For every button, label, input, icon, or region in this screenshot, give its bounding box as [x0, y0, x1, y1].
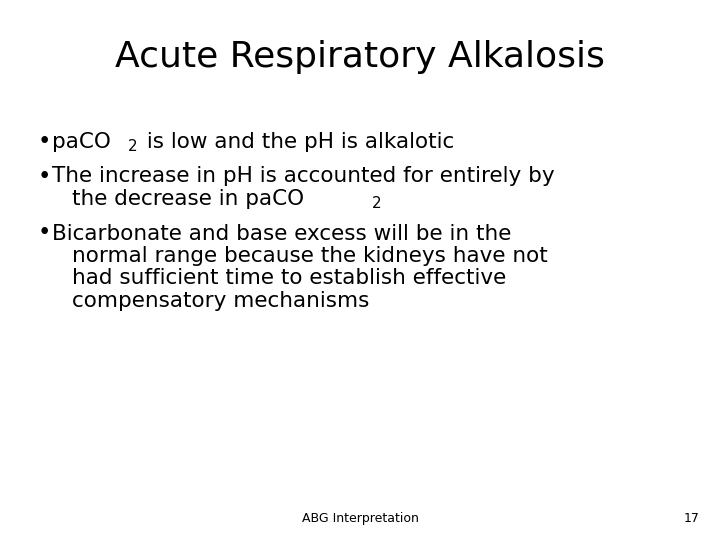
Text: normal range because the kidneys have not: normal range because the kidneys have no… — [72, 246, 548, 266]
Text: •: • — [38, 221, 51, 245]
Text: •: • — [38, 130, 51, 153]
Text: 2: 2 — [128, 139, 138, 154]
Text: compensatory mechanisms: compensatory mechanisms — [72, 291, 369, 311]
Text: the decrease in paCO: the decrease in paCO — [72, 189, 304, 209]
Text: The increase in pH is accounted for entirely by: The increase in pH is accounted for enti… — [52, 166, 554, 186]
Text: •: • — [38, 165, 51, 187]
Text: paCO: paCO — [52, 132, 111, 152]
Text: is low and the pH is alkalotic: is low and the pH is alkalotic — [140, 132, 454, 152]
Text: had sufficient time to establish effective: had sufficient time to establish effecti… — [72, 268, 506, 288]
Text: Bicarbonate and base excess will be in the: Bicarbonate and base excess will be in t… — [52, 224, 511, 244]
Text: 17: 17 — [684, 512, 700, 525]
Text: 2: 2 — [372, 196, 381, 211]
Text: Acute Respiratory Alkalosis: Acute Respiratory Alkalosis — [115, 40, 605, 74]
Text: ABG Interpretation: ABG Interpretation — [302, 512, 418, 525]
